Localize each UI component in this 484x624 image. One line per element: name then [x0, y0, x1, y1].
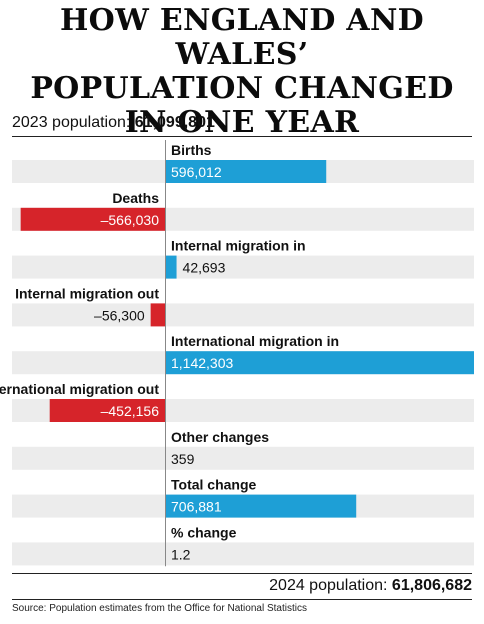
bar-deaths: [20, 207, 165, 231]
category-label-internal-migration-out: Internal migration out: [15, 285, 159, 301]
bar-international-migration-out: [49, 399, 165, 422]
category-label-births: Births: [171, 142, 212, 158]
band-internal-migration-in: [12, 255, 474, 279]
value-label-deaths: –566,030: [101, 212, 160, 228]
value-label-total-change: 706,881: [171, 499, 222, 515]
bar-internal-migration-out: [150, 303, 165, 327]
source-note: Source: Population estimates from the Of…: [12, 603, 307, 614]
value-label-internal-migration-out: –56,300: [94, 307, 145, 323]
bar-international-migration-in: [165, 351, 474, 375]
top-rule: [12, 136, 472, 137]
value-label-pct-change: 1.2: [171, 546, 191, 562]
bar-births: [165, 160, 327, 183]
band-other-changes: [12, 446, 474, 470]
bar-internal-migration-in: [165, 255, 177, 279]
band-pct-change: [12, 542, 474, 566]
category-label-other-changes: Other changes: [171, 429, 269, 445]
title-line-2: POPULATION CHANGED: [30, 71, 454, 106]
band-internal-migration-out: [12, 303, 474, 327]
category-label-total-change: Total change: [171, 477, 257, 493]
value-label-internal-migration-in: 42,693: [183, 260, 226, 276]
start-population-label: 2023 population:: [12, 114, 131, 131]
category-label-international-migration-in: International migration in: [171, 333, 339, 349]
start-population: 2023 population: 61,099,801: [12, 114, 215, 132]
category-label-deaths: Deaths: [112, 190, 159, 206]
end-population-value: 61,806,682: [391, 577, 472, 594]
bar-total-change: [165, 494, 357, 518]
category-label-international-migration-out: International migration out: [0, 381, 159, 397]
value-label-other-changes: 359: [171, 451, 195, 467]
category-label-internal-migration-in: Internal migration in: [171, 238, 306, 254]
value-label-international-migration-out: –452,156: [101, 403, 160, 419]
title-line-1: HOW ENGLAND AND WALES’: [60, 3, 424, 72]
end-population: 2024 population: 61,806,682: [269, 577, 472, 595]
title-line-3: IN ONE YEAR: [124, 105, 360, 140]
bottom-rule: [12, 573, 472, 574]
category-label-pct-change: % change: [171, 524, 237, 540]
start-population-value: 61,099,801: [134, 114, 215, 131]
end-population-label: 2024 population:: [269, 577, 388, 594]
value-label-international-migration-in: 1,142,303: [171, 355, 233, 371]
source-rule: [12, 599, 472, 600]
chart-title: HOW ENGLAND AND WALES’ POPULATION CHANGE…: [0, 4, 484, 140]
value-label-births: 596,012: [171, 164, 222, 180]
